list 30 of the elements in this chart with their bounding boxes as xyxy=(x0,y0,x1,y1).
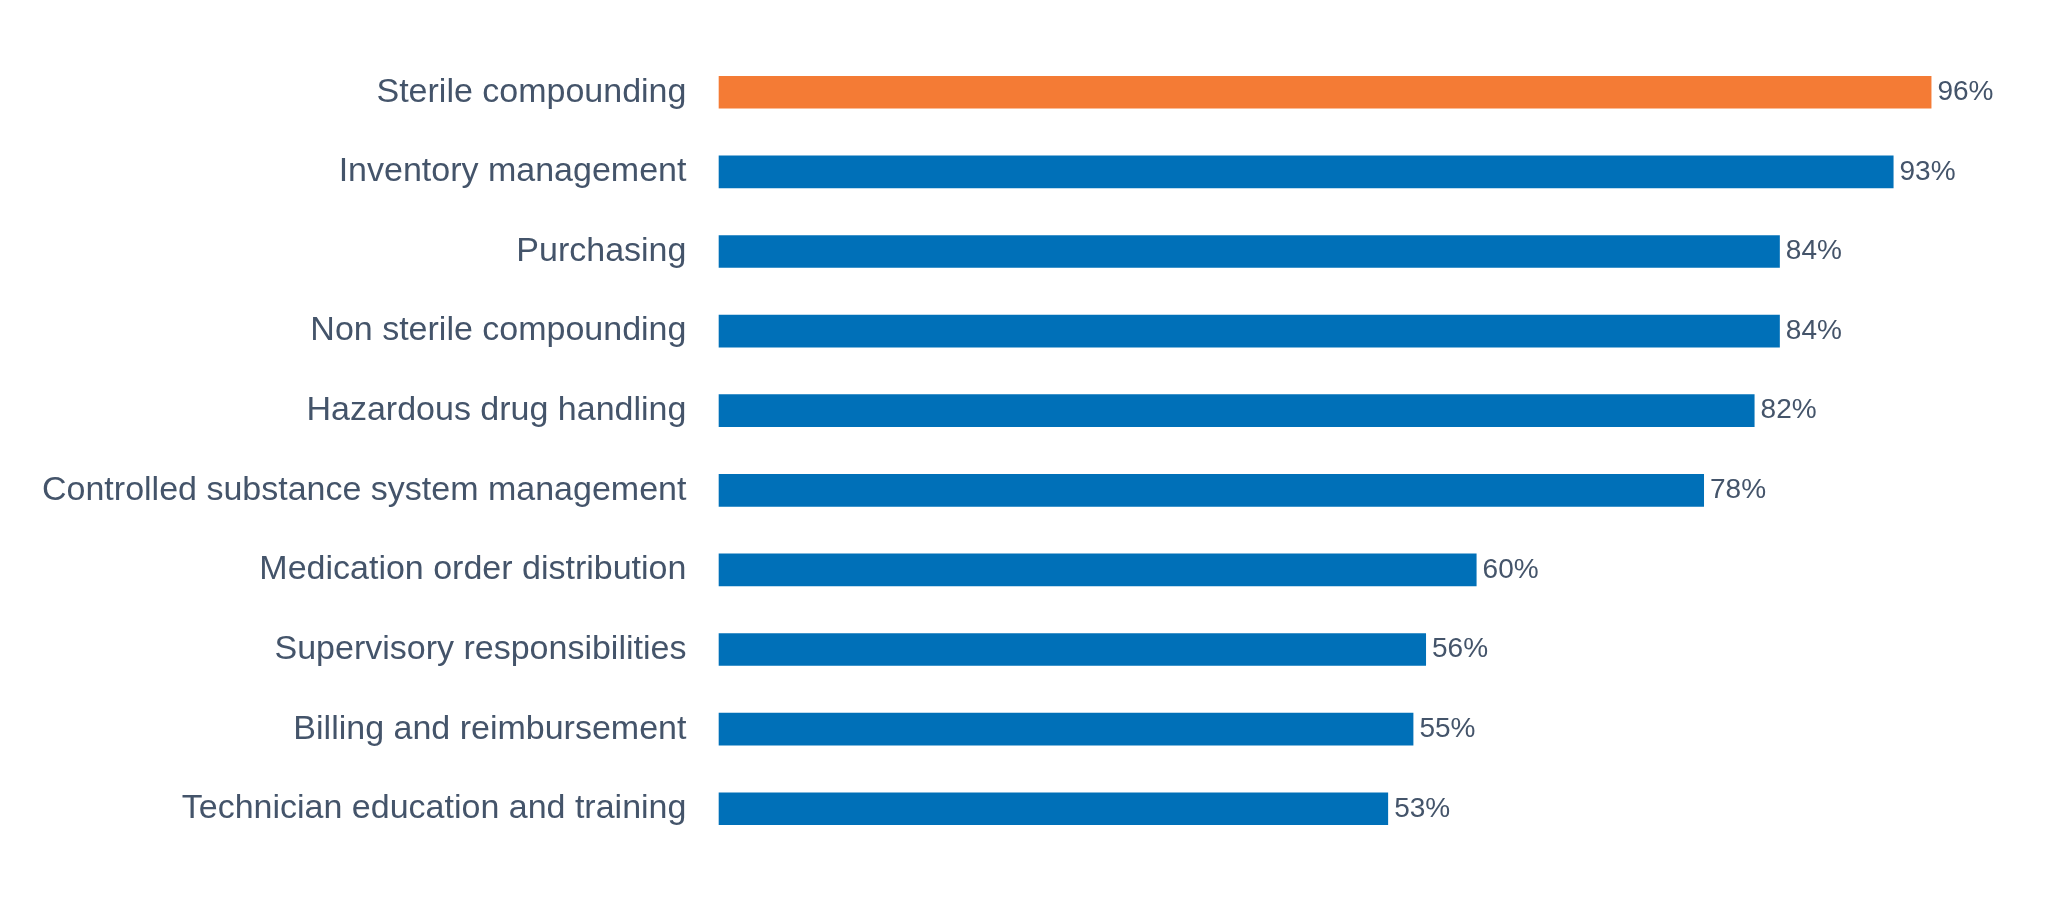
bar xyxy=(718,792,1389,826)
data-label: 82% xyxy=(1760,393,1817,425)
bar xyxy=(718,155,1894,189)
bar xyxy=(718,633,1427,666)
data-label: 84% xyxy=(1785,313,1842,345)
y-tick-label: Inventory management xyxy=(338,150,687,189)
bar xyxy=(718,314,1780,348)
bar xyxy=(718,75,1932,109)
data-label: 93% xyxy=(1899,154,1956,186)
y-tick-label: Non sterile compounding xyxy=(310,309,687,348)
data-label: 60% xyxy=(1482,552,1539,584)
y-tick-label: Controlled substance system management xyxy=(41,468,687,507)
bar xyxy=(718,473,1705,507)
bar xyxy=(718,553,1477,587)
y-tick-label: Purchasing xyxy=(516,229,687,268)
data-label: 96% xyxy=(1937,74,1994,106)
data-label: 78% xyxy=(1710,473,1767,505)
y-tick-label: Billing and reimbursement xyxy=(293,707,687,746)
bar xyxy=(718,712,1414,746)
data-label: 53% xyxy=(1394,791,1451,823)
data-label: 55% xyxy=(1419,711,1476,743)
y-tick-label: Supervisory responsibilities xyxy=(274,627,687,666)
bar xyxy=(718,235,1780,268)
data-label: 56% xyxy=(1432,632,1489,664)
data-label: 84% xyxy=(1785,234,1842,266)
y-tick-label: Technician education and training xyxy=(181,787,687,826)
bar xyxy=(718,394,1755,428)
y-tick-label: Sterile compounding xyxy=(376,70,687,109)
y-tick-label: Medication order distribution xyxy=(259,548,687,587)
y-tick-label: Hazardous drug handling xyxy=(306,389,687,428)
